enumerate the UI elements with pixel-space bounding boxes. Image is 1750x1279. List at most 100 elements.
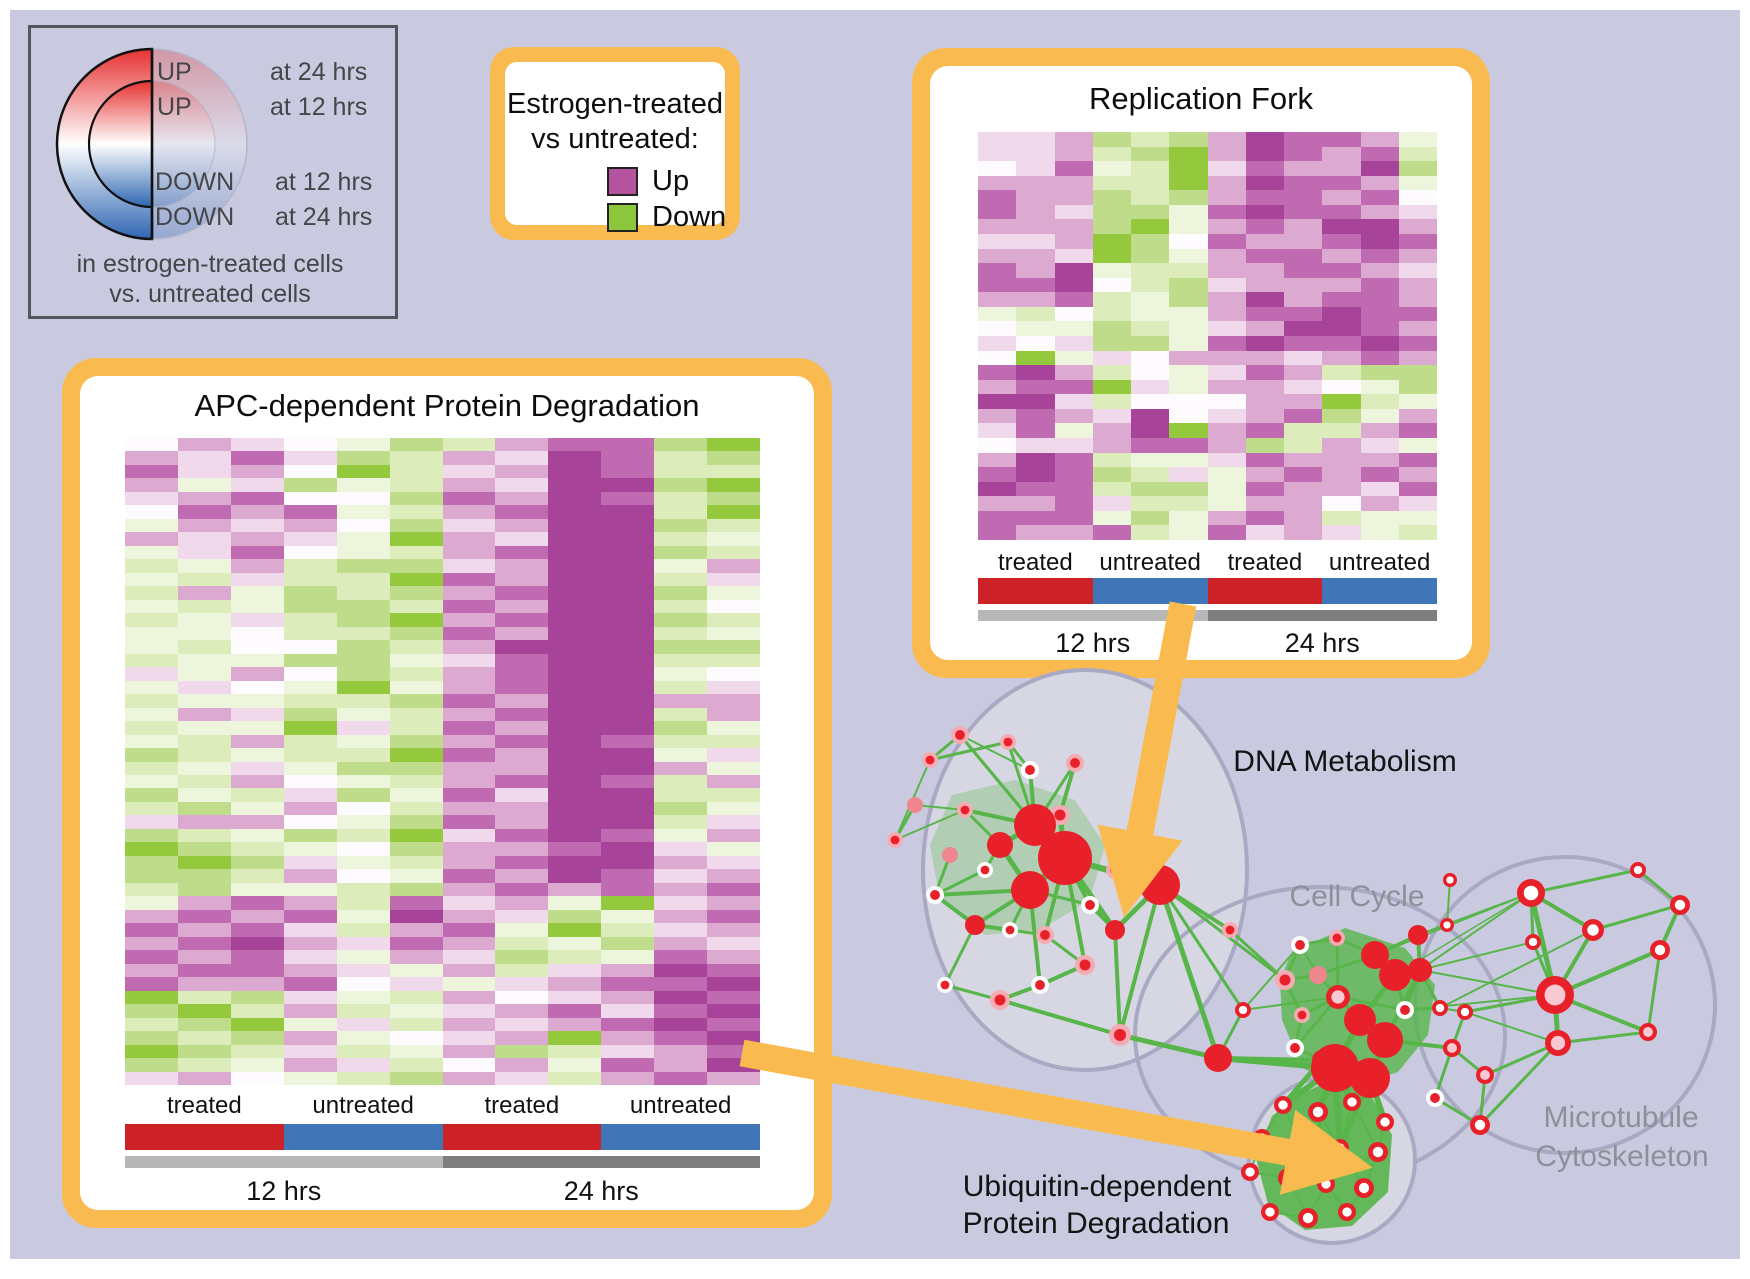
heatmap-cell <box>1169 525 1208 540</box>
ring-legend-up-outer: UP <box>157 58 192 86</box>
heatmap-cell <box>601 815 655 829</box>
heatmap-cell <box>442 586 496 600</box>
heatmap-cell <box>177 532 231 546</box>
heatmap-cell <box>336 869 390 883</box>
heatmap-cell <box>389 626 443 641</box>
heatmap-cell <box>1322 437 1361 453</box>
heatmap-cell <box>1360 292 1399 307</box>
heatmap-cell <box>1207 335 1246 351</box>
heatmap-cell <box>548 828 602 843</box>
heatmap-cell <box>654 815 708 829</box>
ring-legend-down-inner-time: at 12 hrs <box>275 168 373 196</box>
heatmap-cell <box>389 559 443 573</box>
heatmap-cell <box>1322 525 1361 540</box>
heatmap-cell <box>654 586 708 600</box>
heatmap-cell <box>495 936 549 951</box>
heatmap-cell <box>336 1058 390 1072</box>
heatmap-cell <box>442 491 496 506</box>
heatmap-cell <box>654 748 708 762</box>
heatmap-cell <box>654 1031 708 1045</box>
heatmap-cell <box>389 532 443 546</box>
ring-legend-up-inner: UP <box>157 93 192 121</box>
heatmap-cell <box>495 828 549 843</box>
heatmap-cell <box>125 950 178 964</box>
heatmap-cell <box>283 869 337 883</box>
heatmap-cell <box>495 640 549 654</box>
heatmap-cell <box>654 1017 708 1032</box>
heatmap-cell <box>1360 423 1399 438</box>
network-edge <box>1404 994 1556 1011</box>
heatmap-cell <box>177 491 231 506</box>
node-pink <box>1309 966 1327 984</box>
heatmap-cell <box>125 572 178 587</box>
heatmap-cell <box>389 882 443 897</box>
heatmap-cell <box>1398 233 1437 249</box>
heatmap-cell <box>1322 408 1361 424</box>
heatmap-cell <box>283 545 337 560</box>
heatmap-cell <box>442 694 496 708</box>
heatmap-cell <box>125 990 178 1005</box>
node-red <box>1311 1044 1359 1092</box>
untreated-bar <box>601 1124 760 1150</box>
heatmap-cell <box>495 1031 549 1045</box>
heatmap-cell <box>125 1071 178 1085</box>
heatmap-cell <box>1398 321 1437 336</box>
heatmap-cell <box>1016 335 1055 351</box>
heatmap-cell <box>1054 525 1093 540</box>
heatmap-cell <box>1131 277 1170 293</box>
heatmap-cell <box>1092 423 1131 438</box>
network-edge <box>1553 948 1662 997</box>
heatmap-cell <box>1284 146 1323 162</box>
node-red-core <box>1040 930 1050 940</box>
heatmap-cell <box>230 464 284 479</box>
heatmap-cell <box>601 1058 655 1072</box>
heatmap-cell <box>283 801 337 816</box>
heatmap-cell <box>654 640 708 654</box>
heatmap-cell <box>125 748 178 762</box>
heatmap-cell <box>495 586 549 600</box>
heatmap-cell <box>978 423 1017 438</box>
heatmap-cell <box>230 599 284 614</box>
heatmap-cell <box>495 1004 549 1018</box>
time-bar-12 <box>978 610 1208 621</box>
heatmap-cell <box>654 842 708 856</box>
heatmap-cell <box>1131 306 1170 322</box>
heatmap-cell <box>1398 306 1437 322</box>
replication-fork-group-labels: treated untreated treated untreated <box>978 549 1437 577</box>
heatmap-cell <box>1131 481 1170 497</box>
network-edge <box>1419 969 1556 996</box>
heatmap-cell <box>601 748 655 762</box>
heatmap-cell <box>1092 365 1131 380</box>
heatmap-cell <box>978 277 1017 293</box>
heatmap-cell <box>654 869 708 883</box>
heatmap-cell <box>177 505 231 519</box>
heatmap-cell <box>495 505 549 519</box>
heatmap-cell <box>495 842 549 856</box>
network-edge <box>1483 1041 1560 1077</box>
heatmap-cell <box>707 734 760 749</box>
heatmap-cell <box>1207 277 1246 293</box>
heatmap-cell <box>389 774 443 789</box>
heatmap-cell <box>1131 510 1170 526</box>
heatmap-cell <box>978 525 1017 540</box>
heatmap-cell <box>336 707 390 722</box>
heatmap-cell <box>336 438 390 452</box>
heatmap-cell <box>978 233 1017 249</box>
heatmap-cell <box>548 909 602 924</box>
node-red-core <box>1400 1005 1410 1015</box>
heatmap-cell <box>230 977 284 991</box>
heatmap-cell <box>707 586 760 600</box>
heatmap-cell <box>442 1017 496 1032</box>
heatmap-cell <box>442 923 496 937</box>
heatmap-cell <box>601 977 655 991</box>
node-white-center <box>1342 1207 1352 1217</box>
heatmap-cell <box>177 478 231 492</box>
heatmap-cell <box>654 559 708 573</box>
heatmap-cell <box>1092 263 1131 278</box>
heatmap-cell <box>1207 263 1246 278</box>
heatmap-cell <box>442 950 496 964</box>
heatmap-cell <box>177 653 231 668</box>
node-red <box>1038 831 1092 885</box>
heatmap-cell <box>495 653 549 668</box>
heatmap-cell <box>442 882 496 897</box>
